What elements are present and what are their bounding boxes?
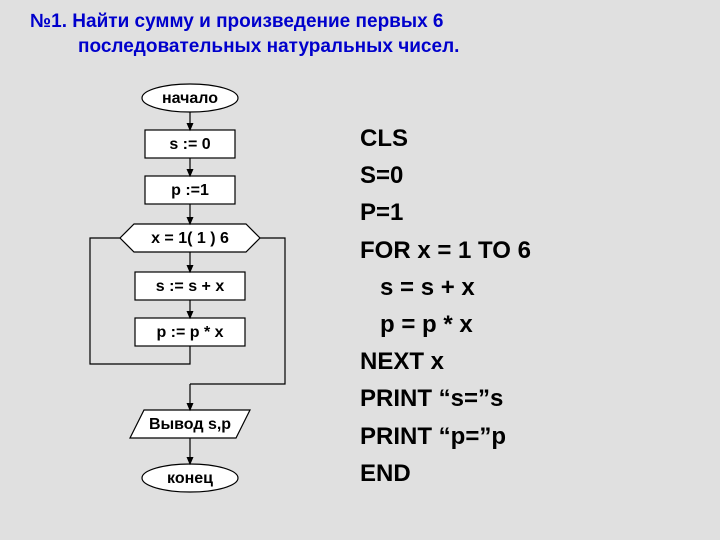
code-line: FOR x = 1 TO 6 bbox=[360, 232, 531, 269]
flowchart: начало s := 0 p :=1 x = 1( 1 ) 6 s := s + x p… bbox=[60, 80, 320, 530]
flowchart-svg: начало s := 0 p :=1 x = 1( 1 ) 6 s := s + x p… bbox=[60, 80, 320, 530]
svg-text:s := 0: s := 0 bbox=[169, 136, 210, 153]
code-line: PRINT “p=”p bbox=[360, 418, 531, 455]
code-line: CLS bbox=[360, 120, 531, 157]
code-line: s = s + x bbox=[360, 269, 531, 306]
title-line-2: последовательных натуральных чисел. bbox=[30, 35, 690, 60]
svg-text:конец: конец bbox=[167, 470, 213, 487]
svg-text:начало: начало bbox=[162, 90, 218, 107]
code-listing: CLSS=0P=1FOR x = 1 TO 6 s = s + x p = p … bbox=[360, 120, 531, 492]
svg-text:s := s + x: s := s + x bbox=[156, 278, 225, 295]
code-line: P=1 bbox=[360, 194, 531, 231]
code-line: p = p * x bbox=[360, 306, 531, 343]
svg-text:x = 1( 1 ) 6: x = 1( 1 ) 6 bbox=[151, 230, 229, 247]
svg-text:Вывод s,p: Вывод s,p bbox=[149, 416, 231, 433]
svg-text:p :=1: p :=1 bbox=[171, 182, 209, 199]
code-line: END bbox=[360, 455, 531, 492]
svg-text:p := p * x: p := p * x bbox=[156, 324, 223, 341]
code-line: PRINT “s=”s bbox=[360, 380, 531, 417]
code-line: NEXT x bbox=[360, 343, 531, 380]
code-line: S=0 bbox=[360, 157, 531, 194]
title-line-1: №1. Найти сумму и произведение первых 6 bbox=[30, 10, 690, 35]
problem-title: №1. Найти сумму и произведение первых 6 … bbox=[0, 0, 720, 59]
